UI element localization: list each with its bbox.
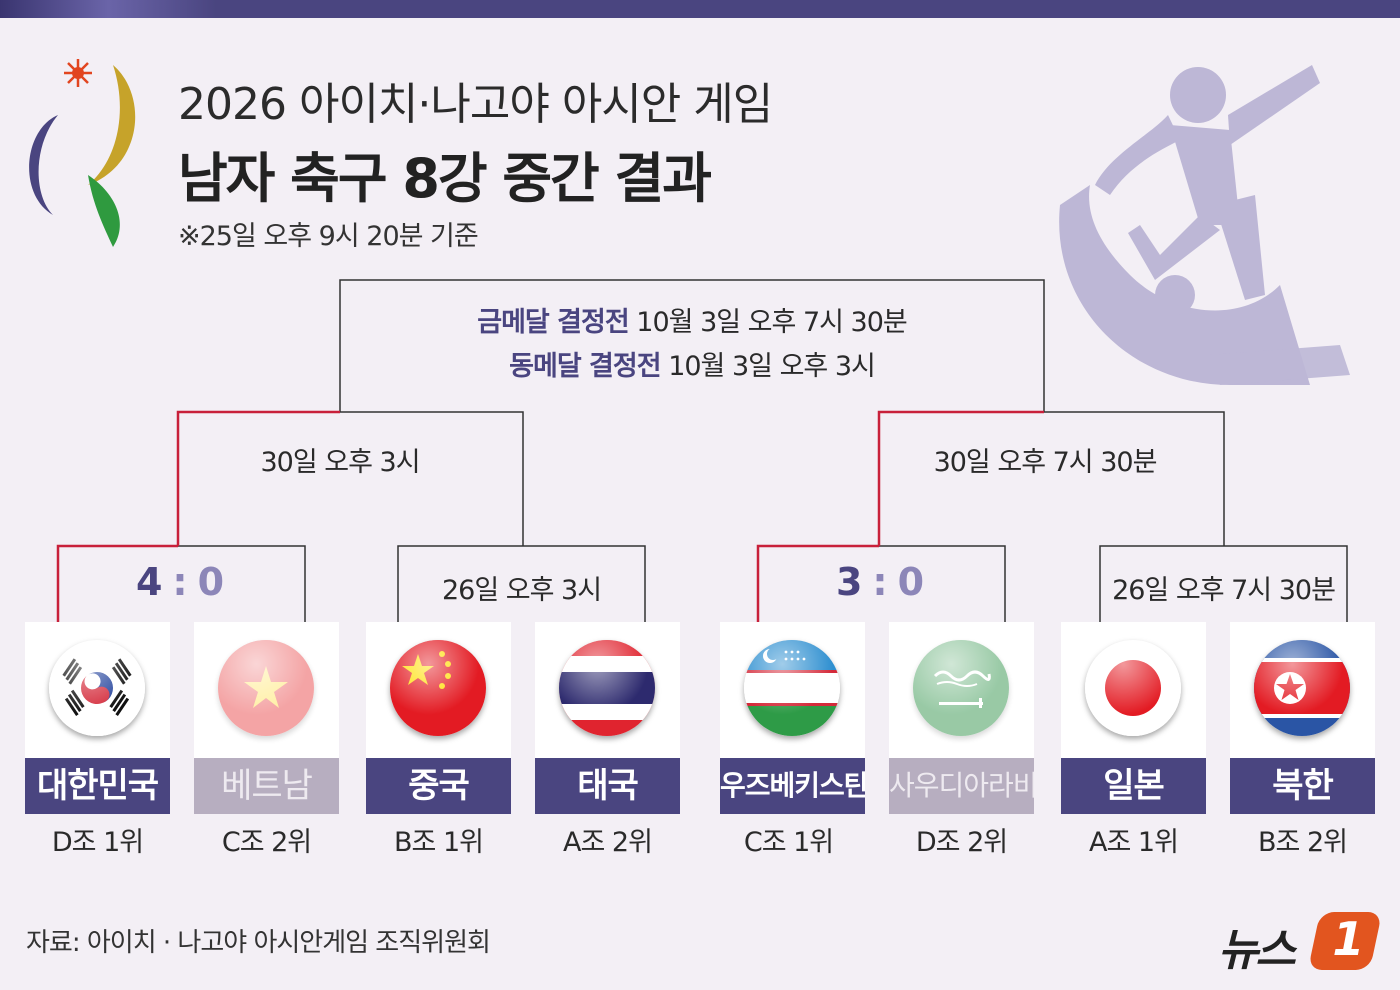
score-away: 0 <box>197 560 225 604</box>
bronze-medal-time: 10월 3일 오후 3시 <box>668 351 876 382</box>
score-separator: : <box>172 560 188 604</box>
brand-badge: 1 <box>1307 912 1383 970</box>
source-credit: 자료: 아이치 · 나고야 아시안게임 조직위원회 <box>26 928 491 958</box>
team-card-korea: 대한민국 <box>25 622 170 814</box>
saudi-arabia-flag-icon <box>913 640 1009 736</box>
team-name: 베트남 <box>194 758 339 814</box>
page-subtitle: 2026 아이치·나고야 아시안 게임 <box>178 79 773 130</box>
quarterfinal-3-score: 3:0 <box>800 560 960 604</box>
team-rank: A조 2위 <box>563 827 653 858</box>
team-name: 사우디아라비아 <box>889 758 1034 814</box>
team-card-uzbekistan: 우즈베키스탄 <box>720 622 865 814</box>
score-home: 4 <box>135 560 163 604</box>
china-flag-icon <box>390 640 486 736</box>
brand-text: 뉴스 <box>1218 925 1296 976</box>
quarterfinal-2-time: 26일 오후 3시 <box>441 575 602 606</box>
banner-pattern <box>0 0 360 18</box>
asian-games-logo <box>29 59 136 247</box>
japan-flag-icon <box>1085 640 1181 736</box>
team-rank: D조 1위 <box>51 827 144 858</box>
semifinal-right-time: 30일 오후 7시 30분 <box>933 447 1158 478</box>
score-away: 0 <box>897 560 925 604</box>
semifinal-left-time: 30일 오후 3시 <box>260 447 420 478</box>
team-name: 대한민국 <box>25 758 170 814</box>
football-player-icon <box>1059 65 1350 385</box>
team-rank: B조 2위 <box>1258 827 1348 858</box>
team-name: 우즈베키스탄 <box>720 758 865 814</box>
page-title: 남자 축구 8강 중간 결과 <box>178 147 712 210</box>
korea-flag-icon <box>49 640 145 736</box>
team-rank: B조 1위 <box>394 827 484 858</box>
team-card-vietnam: 베트남 <box>194 622 339 814</box>
team-name: 중국 <box>366 758 511 814</box>
team-card-saudi-arabia: 사우디아라비아 <box>889 622 1034 814</box>
score-separator: : <box>872 560 888 604</box>
north-korea-flag-icon <box>1254 640 1350 736</box>
vietnam-flag-icon <box>218 640 314 736</box>
gold-medal-match: 금메달 결정전 10월 3일 오후 7시 30분 <box>340 300 1044 339</box>
thailand-flag-icon <box>559 640 655 736</box>
uzbekistan-flag-icon <box>744 640 840 736</box>
team-name: 일본 <box>1061 758 1206 814</box>
gold-medal-time: 10월 3일 오후 7시 30분 <box>636 307 907 338</box>
top-banner <box>0 0 1400 18</box>
team-card-thailand: 태국 <box>535 622 680 814</box>
team-rank: C조 1위 <box>743 827 834 858</box>
team-rank: A조 1위 <box>1089 827 1179 858</box>
team-name: 태국 <box>535 758 680 814</box>
gold-medal-label: 금메달 결정전 <box>477 307 629 338</box>
quarterfinal-1-score: 4:0 <box>100 560 260 604</box>
brand-badge-number: 1 <box>1332 912 1365 966</box>
team-rank: C조 2위 <box>221 827 312 858</box>
team-rank: D조 2위 <box>915 827 1008 858</box>
bronze-medal-label: 동메달 결정전 <box>509 351 661 382</box>
team-card-japan: 일본 <box>1061 622 1206 814</box>
team-card-north-korea: 북한 <box>1230 622 1375 814</box>
team-card-china: 중국 <box>366 622 511 814</box>
news1-logo: 뉴스 1 <box>1218 910 1383 976</box>
bronze-medal-match: 동메달 결정전 10월 3일 오후 3시 <box>340 344 1044 383</box>
timestamp-note: ※25일 오후 9시 20분 기준 <box>178 221 479 252</box>
team-name: 북한 <box>1230 758 1375 814</box>
quarterfinal-4-time: 26일 오후 7시 30분 <box>1112 575 1336 606</box>
score-home: 3 <box>835 560 863 604</box>
